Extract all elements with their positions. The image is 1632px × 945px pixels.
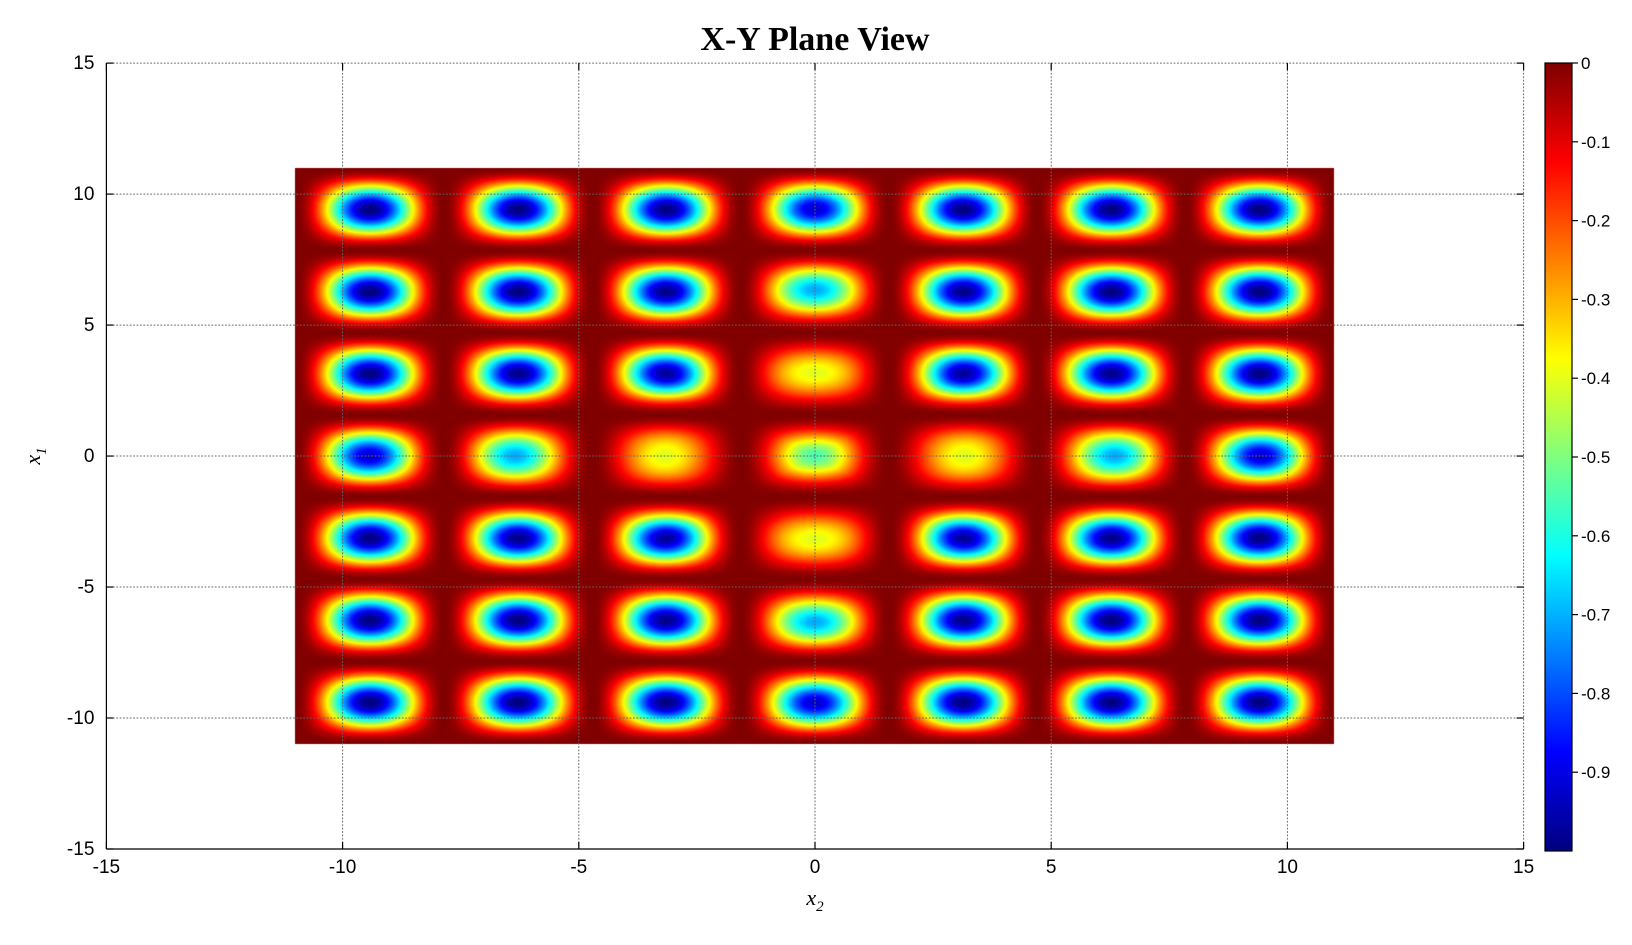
svg-text:-0.9: -0.9 xyxy=(1581,763,1610,782)
svg-text:15: 15 xyxy=(1513,857,1534,878)
svg-text:-0.5: -0.5 xyxy=(1581,448,1610,467)
svg-text:-5: -5 xyxy=(77,577,94,598)
svg-text:0: 0 xyxy=(1581,54,1590,73)
svg-text:5: 5 xyxy=(84,315,95,336)
svg-text:-0.2: -0.2 xyxy=(1581,212,1610,231)
svg-text:-0.4: -0.4 xyxy=(1581,369,1610,388)
svg-text:15: 15 xyxy=(73,53,94,74)
svg-text:x2: x2 xyxy=(805,885,824,915)
svg-text:5: 5 xyxy=(1046,857,1057,878)
svg-text:10: 10 xyxy=(1277,857,1298,878)
svg-text:0: 0 xyxy=(810,857,821,878)
svg-text:-0.7: -0.7 xyxy=(1581,606,1610,625)
svg-text:-0.3: -0.3 xyxy=(1581,290,1610,309)
svg-text:0: 0 xyxy=(84,446,95,467)
svg-text:10: 10 xyxy=(73,184,94,205)
svg-text:-0.1: -0.1 xyxy=(1581,133,1610,152)
svg-text:-5: -5 xyxy=(570,857,587,878)
svg-text:-15: -15 xyxy=(67,839,94,860)
svg-text:x1: x1 xyxy=(20,447,50,465)
svg-text:-0.8: -0.8 xyxy=(1581,684,1610,703)
svg-text:-0.6: -0.6 xyxy=(1581,527,1610,546)
svg-text:-15: -15 xyxy=(93,857,120,878)
svg-text:-10: -10 xyxy=(67,708,94,729)
svg-text:-10: -10 xyxy=(329,857,356,878)
svg-text:X-Y Plane View: X-Y Plane View xyxy=(700,21,930,58)
